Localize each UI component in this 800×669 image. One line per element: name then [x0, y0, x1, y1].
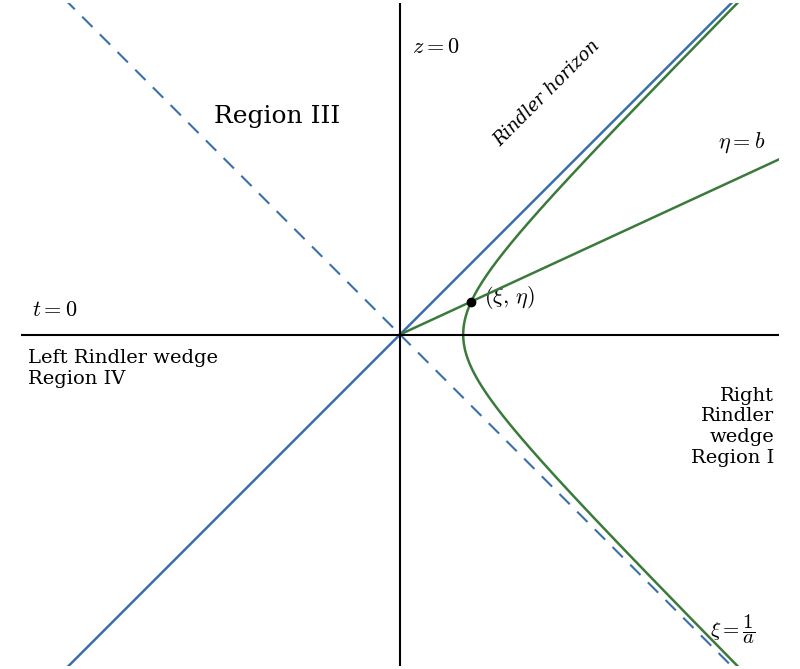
Text: $t = 0$: $t = 0$ [32, 299, 78, 321]
Text: $z = 0$: $z = 0$ [412, 36, 460, 58]
Text: $\eta = b$: $\eta = b$ [718, 130, 765, 155]
Text: Right
Rindler
wedge
Region I: Right Rindler wedge Region I [691, 387, 774, 467]
Text: Region III: Region III [214, 105, 340, 128]
Text: Left Rindler wedge
Region IV: Left Rindler wedge Region IV [29, 349, 218, 387]
Text: $\xi = \dfrac{1}{a}$: $\xi = \dfrac{1}{a}$ [710, 612, 756, 646]
Text: $(\xi,\,\eta)$: $(\xi,\,\eta)$ [483, 284, 534, 311]
Text: Rindler horizon: Rindler horizon [490, 36, 603, 149]
